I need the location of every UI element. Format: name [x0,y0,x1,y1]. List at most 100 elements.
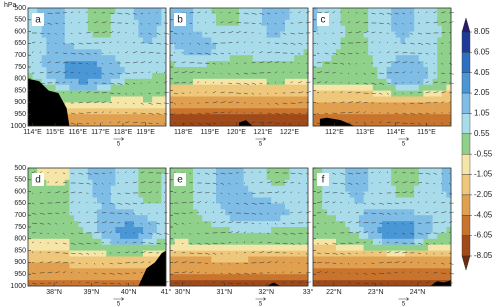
field-cell [252,209,258,216]
field-cell [37,31,43,38]
field-cell [74,43,79,50]
scale-arrow [255,137,267,141]
field-cell [220,232,226,240]
field-cell [275,274,281,281]
field-cell [400,43,406,50]
field-cell [441,8,447,15]
field-cell [69,268,75,275]
field-cell [400,102,406,109]
field-cell [289,84,295,91]
field-cell [170,203,175,210]
y-tick-label: 1000 [10,123,26,130]
field-cell [92,173,98,181]
field-cell [317,191,323,198]
field-cell [446,72,452,80]
field-cell [115,43,121,50]
field-cell [115,78,121,85]
field-cell [252,268,258,275]
field-cell [197,8,203,15]
field-cell [110,49,116,56]
field-cell [326,227,332,234]
field-cell [220,209,226,216]
terrain [319,117,355,126]
field-cell [60,84,66,91]
field-cell [170,173,175,181]
field-cell [202,197,208,204]
field-cell [386,185,392,192]
field-cell [243,168,249,175]
field-cell [405,244,410,251]
field-cell [428,215,433,222]
field-cell [395,102,401,109]
field-cell [359,232,364,240]
field-cell [368,227,374,234]
field-cell [193,120,198,127]
field-cell [252,232,258,240]
field-cell [106,114,112,121]
field-cell [266,197,272,204]
field-cell [377,55,383,62]
field-cell [432,78,438,85]
field-cell [441,114,447,121]
field-cell [46,244,52,251]
field-cell [147,209,153,216]
field-cell [120,108,125,115]
field-cell [252,96,258,103]
field-cell [143,102,148,109]
field-cell [395,25,401,32]
field-cell [83,274,89,281]
field-cell [69,102,75,109]
field-cell [298,173,304,181]
field-cell [313,67,318,74]
field-cell [303,72,309,80]
x-tick-label: 23°N [368,288,384,296]
field-cell [409,209,415,216]
field-cell [391,280,397,287]
field-cell [46,232,52,240]
field-cell [418,221,424,228]
field-cell [349,244,355,251]
field-cell [152,168,158,175]
field-cell [437,203,443,210]
field-cell [206,280,212,287]
field-cell [74,179,79,186]
field-cell [92,72,98,80]
field-cell [322,108,328,115]
field-cell [377,61,383,68]
field-cell [41,37,47,44]
field-cell [170,25,175,32]
field-cell [409,114,415,121]
field-cell [423,262,429,269]
field-cell [97,49,102,56]
field-cell [211,185,217,192]
field-cell [377,67,383,74]
field-cell [60,90,66,97]
field-cell [32,274,38,281]
field-cell [188,185,194,192]
field-cell [345,102,351,109]
field-cell [257,209,263,216]
field-cell [400,209,406,216]
field-cell [377,197,383,204]
field-cell [294,262,300,269]
field-cell [262,8,267,15]
field-cell [110,96,116,103]
field-cell [345,114,351,121]
field-cell [441,268,447,275]
field-cell [120,31,125,38]
field-cell [345,227,351,234]
field-cell [156,168,162,175]
field-cell [78,84,84,91]
field-cell [271,96,277,103]
field-cell [243,78,249,85]
field-cell [326,61,332,68]
field-cell [432,179,438,186]
field-cell [437,67,443,74]
field-cell [133,90,139,97]
field-cell [234,168,240,175]
field-cell [257,203,263,210]
field-cell [248,185,254,192]
field-cell [211,268,217,275]
field-cell [239,256,244,263]
field-cell [395,173,401,181]
